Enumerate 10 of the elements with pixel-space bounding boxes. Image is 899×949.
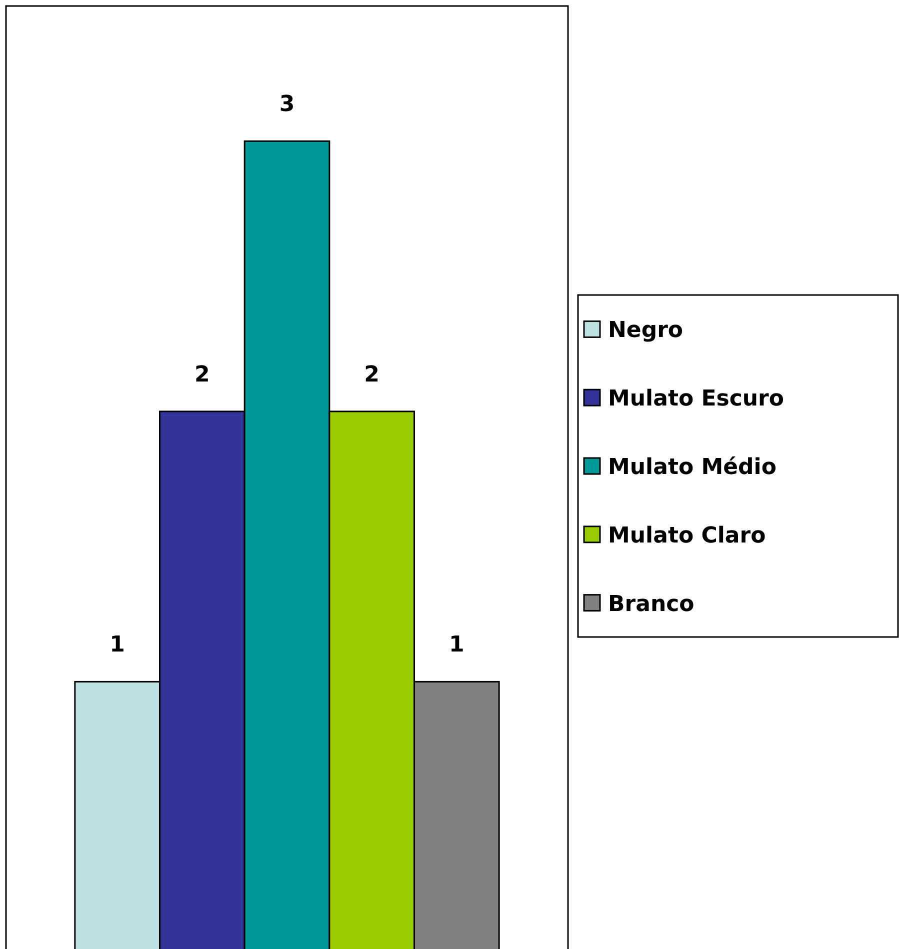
legend-label: Mulato Claro bbox=[608, 523, 766, 548]
data-label: 2 bbox=[364, 362, 380, 388]
legend-label: Branco bbox=[608, 592, 694, 617]
legend-label: Negro bbox=[608, 318, 684, 344]
data-label: 1 bbox=[110, 632, 125, 658]
data-label: 2 bbox=[194, 362, 210, 388]
legend-label: Mulato Médio bbox=[608, 455, 776, 480]
data-label: 3 bbox=[279, 92, 295, 118]
data-label: 1 bbox=[449, 632, 464, 658]
legend-label: Mulato Escuro bbox=[608, 386, 784, 412]
